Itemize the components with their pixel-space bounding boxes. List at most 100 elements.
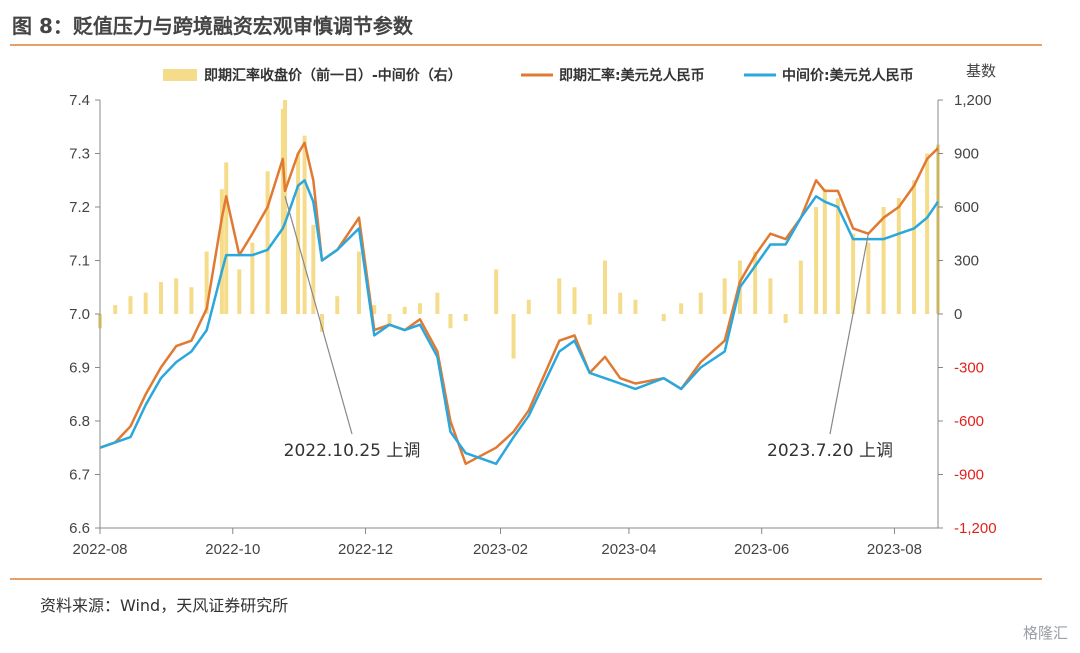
bottom-rule: [10, 578, 1042, 580]
right-tick-label: 0: [954, 306, 962, 323]
legend-label: 即期汇率:美元兑人民币: [559, 67, 705, 84]
diff-bar: [189, 287, 194, 314]
right-tick-label: -900: [954, 467, 984, 484]
diff-bar: [822, 189, 827, 314]
diff-bar: [783, 314, 788, 323]
x-tick-label: 2023-04: [601, 541, 656, 558]
diff-bar: [387, 314, 392, 325]
left-tick-label: 7.0: [69, 306, 90, 323]
annotation-leader: [284, 196, 353, 435]
diff-bar: [250, 242, 255, 314]
right-tick-label: 1,200: [954, 92, 992, 109]
diff-bar: [798, 260, 803, 314]
x-tick-label: 2022-10: [205, 541, 260, 558]
diff-bar: [661, 314, 666, 322]
x-tick-label: 2023-08: [867, 541, 922, 558]
diff-bar: [283, 100, 288, 314]
right-tick-label: -600: [954, 413, 984, 430]
left-tick-label: 7.1: [69, 253, 90, 270]
legend: 即期汇率收盘价（前一日）-中间价（右） 即期汇率:美元兑人民币 中间价:美元兑人民币: [163, 67, 914, 84]
diff-bar: [311, 224, 316, 314]
diff-bar: [814, 207, 819, 314]
right-axis-unit: 基数: [966, 63, 996, 80]
left-tick-label: 6.6: [69, 520, 90, 537]
diff-bar: [587, 314, 592, 325]
diff-bar: [265, 171, 270, 314]
diff-bar: [302, 135, 307, 314]
diff-bar: [835, 198, 840, 314]
diff-bar: [698, 292, 703, 314]
diff-bar: [335, 296, 340, 314]
diff-bar: [237, 269, 242, 314]
diff-bar: [402, 306, 407, 314]
diff-bar: [219, 189, 224, 314]
diff-bar: [224, 162, 229, 314]
diff-bar: [768, 278, 773, 314]
diff-bar: [143, 292, 148, 314]
diff-bar: [925, 153, 930, 314]
diff-bar: [557, 278, 562, 314]
right-tick-label: 300: [954, 253, 979, 270]
diff-bar: [357, 251, 362, 314]
diff-bar: [511, 314, 516, 359]
diff-bar: [417, 303, 422, 314]
right-tick-label: 600: [954, 199, 979, 216]
x-tick-label: 2023-02: [473, 541, 528, 558]
right-tick-label: -1,200: [954, 520, 997, 537]
diff-bar: [866, 242, 871, 314]
diff-bar: [602, 260, 607, 314]
diff-bar: [912, 180, 917, 314]
left-tick-label: 7.3: [69, 146, 90, 163]
figure-title: 图 8：贬值压力与跨境融资宏观审慎调节参数: [12, 14, 413, 38]
left-tick-label: 6.8: [69, 413, 90, 430]
diff-bar: [618, 292, 623, 314]
diff-bar: [526, 299, 531, 314]
right-tick-label: 900: [954, 146, 979, 163]
annotation-leader: [829, 233, 869, 435]
diff-bar: [435, 292, 440, 314]
x-tick-label: 2022-12: [338, 541, 393, 558]
diff-bar: [679, 303, 684, 314]
diff-bar: [753, 251, 758, 314]
diff-bar: [204, 251, 209, 314]
diff-bar: [280, 108, 285, 315]
annotation-label: 2023.7.20 上调: [767, 441, 893, 461]
mid-rate-line: [99, 179, 940, 466]
legend-label: 即期汇率收盘价（前一日）-中间价（右）: [204, 67, 462, 84]
right-tick-label: -300: [954, 360, 984, 377]
spot-rate-line: [99, 141, 939, 466]
diff-bar: [494, 269, 499, 314]
source-note: 资料来源：Wind，天风证券研究所: [40, 596, 289, 615]
left-tick-label: 7.4: [69, 92, 90, 109]
legend-label: 中间价:美元兑人民币: [782, 67, 914, 84]
diff-bar: [633, 299, 638, 314]
diff-bar: [896, 198, 901, 314]
rate-lines: [99, 141, 940, 466]
diff-bar: [158, 281, 163, 314]
diff-bar: [572, 287, 577, 314]
diff-bar: [296, 153, 301, 314]
diff-bar: [113, 305, 118, 314]
annotations: 2022.10.25 上调 2023.7.20 上调: [284, 196, 893, 461]
watermark-logo: 格隆汇: [1022, 624, 1068, 642]
diff-bar: [372, 305, 377, 314]
left-tick-label: 6.9: [69, 360, 90, 377]
diff-bar: [128, 296, 133, 314]
left-tick-label: 6.7: [69, 467, 90, 484]
diff-bar: [463, 314, 468, 322]
diff-bar: [851, 233, 856, 314]
diff-bar: [722, 278, 727, 314]
diff-bar: [320, 314, 325, 332]
x-tick-label: 2023-06: [734, 541, 789, 558]
x-tick-label: 2022-08: [72, 541, 127, 558]
annotation-label: 2022.10.25 上调: [284, 441, 421, 461]
legend-swatch-bar: [163, 69, 197, 81]
diff-bar: [448, 314, 453, 329]
left-tick-label: 7.2: [69, 199, 90, 216]
diff-bars: [98, 100, 940, 359]
top-rule: [10, 44, 1042, 46]
diff-bar: [174, 278, 179, 314]
axes: 6.6 6.7 6.8 6.9 7.0 7.1 7.2 7.3 7.4 1,200 900 600 30…: [69, 63, 996, 558]
diff-bar: [881, 207, 886, 314]
